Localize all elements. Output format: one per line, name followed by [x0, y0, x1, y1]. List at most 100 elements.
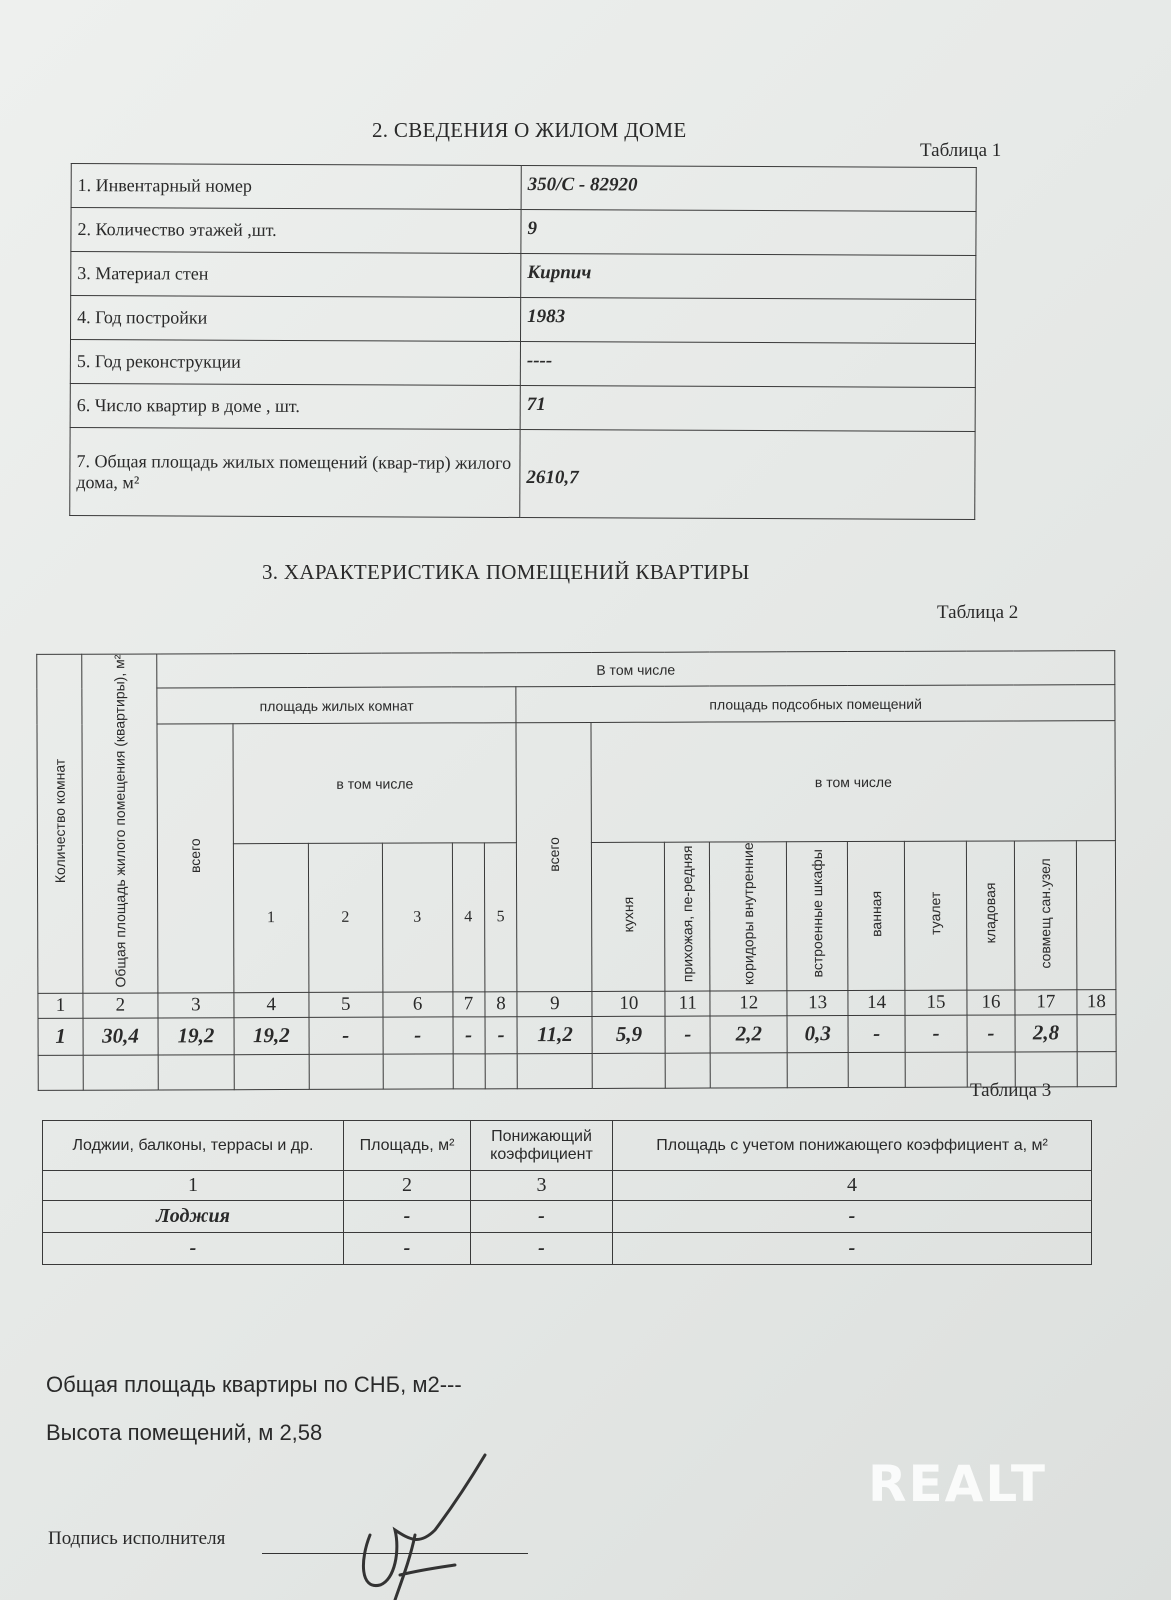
- row-value: Кирпич: [520, 253, 976, 300]
- column-number: 4: [233, 992, 309, 1018]
- header-aux-1: прихожая, пе-редняя: [664, 842, 711, 992]
- header-aux-6: кладовая: [966, 841, 1015, 991]
- signature-image: [361, 1453, 487, 1600]
- table1-row: 5. Год реконструкции ----: [70, 339, 976, 388]
- column-number: 18: [1076, 989, 1117, 1015]
- header-aux-0: кухня: [591, 842, 666, 992]
- signature-label: Подпись исполнителя: [48, 1528, 226, 1549]
- value-cell: -: [905, 1015, 968, 1053]
- row-value: 1983: [520, 297, 976, 344]
- value-cell: -: [42, 1232, 344, 1265]
- header-aux-7: совмещ сан.узел: [1014, 841, 1077, 990]
- room-height: Высота помещений, м 2,58: [46, 1420, 323, 1445]
- table1-row: 7. Общая площадь жилых помещений (квар-т…: [69, 427, 976, 520]
- column-number: 1: [37, 993, 83, 1019]
- empty-cell: [308, 1054, 383, 1090]
- value-cell: -: [848, 1015, 906, 1053]
- header-room-4: 4: [451, 843, 485, 992]
- column-number: 2: [82, 992, 158, 1019]
- header-living-area: площадь жилых комнат: [156, 686, 517, 724]
- table1-row: 4. Год постройки 1983: [70, 295, 976, 344]
- column-number: 2: [343, 1170, 471, 1201]
- empty-cell: [787, 1052, 849, 1088]
- total-area-snb: Общая площадь квартиры по СНБ, м2---: [46, 1372, 462, 1397]
- empty-cell: [905, 1052, 968, 1088]
- table3-header: Площадь, м²: [343, 1120, 471, 1171]
- empty-cell: [710, 1052, 788, 1088]
- column-number: 17: [1014, 989, 1077, 1015]
- column-number: 3: [470, 1170, 613, 1201]
- value-cell: -: [343, 1200, 471, 1233]
- value-cell: 2,8: [1014, 1014, 1078, 1052]
- header-aux-8: [1076, 840, 1116, 990]
- header-total-area: Общая площадь жилого помещения (квартиры…: [81, 653, 158, 994]
- header-aux-5: туалет: [904, 841, 967, 991]
- header-aux-4: ванная: [847, 841, 905, 991]
- table1-row: 6. Число квартир в доме , шт. 71: [70, 383, 976, 432]
- column-number: 13: [787, 990, 849, 1016]
- empty-cell: [1077, 1051, 1117, 1087]
- table3-header: Площадь с учетом понижающего коэффициент…: [612, 1120, 1092, 1171]
- value-cell: 30,4: [82, 1017, 159, 1056]
- header-living-total: всего: [156, 723, 234, 993]
- column-number: 9: [517, 991, 593, 1017]
- header-room-5: 5: [483, 843, 518, 992]
- header-aux-incl: в том числе: [591, 720, 1116, 843]
- table2: Количество комнат Общая площадь жилого п…: [36, 650, 1117, 1091]
- empty-cell: [233, 1054, 310, 1090]
- empty-cell: [158, 1054, 235, 1090]
- table1-caption: Таблица 1: [920, 140, 1002, 161]
- section2-title: 2. СВЕДЕНИЯ О ЖИЛОМ ДОМЕ: [372, 118, 687, 142]
- value-cell: -: [452, 1016, 485, 1054]
- value-cell: -: [484, 1016, 518, 1054]
- row-value: 2610,7: [519, 429, 976, 520]
- row-value: 9: [520, 209, 977, 256]
- row-label: 2. Количество этажей ,шт.: [70, 207, 522, 254]
- column-number: 6: [382, 991, 453, 1018]
- header-living-incl: в том числе: [232, 722, 517, 845]
- empty-cell: [38, 1055, 84, 1091]
- section3-title: 3. ХАРАКТЕРИСТИКА ПОМЕЩЕНИЙ КВАРТИРЫ: [262, 560, 750, 584]
- row-label: 4. Год постройки: [70, 295, 521, 342]
- empty-cell: [484, 1053, 518, 1089]
- table3-row: ----: [42, 1232, 1092, 1265]
- table3-row: Лоджия - - -: [42, 1200, 1092, 1233]
- table1-row: 1. Инвентарный номер 350/С - 82920: [71, 163, 977, 212]
- table3-header: Понижающий коэффициент: [470, 1120, 613, 1171]
- value-cell: -: [343, 1232, 471, 1265]
- value-cell: 19,2: [233, 1017, 309, 1055]
- value-cell: -: [382, 1016, 453, 1055]
- row-value: 350/С - 82920: [521, 165, 977, 212]
- signature-line: [262, 1553, 528, 1554]
- column-number: 14: [848, 990, 906, 1016]
- column-number: 15: [904, 990, 968, 1016]
- empty-cell: [592, 1053, 666, 1089]
- column-number: 4: [612, 1170, 1092, 1201]
- column-number: 8: [484, 991, 518, 1017]
- table3-caption: Таблица 3: [970, 1080, 1052, 1101]
- row-label: 7. Общая площадь жилых помещений (квар-т…: [69, 427, 521, 518]
- value-cell: 19,2: [157, 1017, 234, 1055]
- column-number: 3: [157, 992, 234, 1018]
- header-rooms-count: Количество комнат: [36, 654, 83, 994]
- column-number: 12: [710, 990, 788, 1016]
- table1-row: 3. Материал стен Кирпич: [70, 251, 976, 300]
- value-cell: -: [308, 1017, 383, 1055]
- empty-cell: [382, 1053, 453, 1090]
- row-label: 5. Год реконструкции: [70, 339, 521, 386]
- empty-cell: [452, 1053, 485, 1089]
- row-value: 71: [520, 385, 976, 432]
- value-cell: -: [612, 1232, 1092, 1265]
- header-room-1: 1: [233, 843, 309, 993]
- table3-header: Лоджии, балконы, террасы и др.: [42, 1120, 344, 1171]
- header-room-3: 3: [382, 843, 453, 993]
- table1-row: 2. Количество этажей ,шт. 9: [70, 207, 977, 256]
- row-value: ----: [520, 341, 976, 388]
- value-cell: -: [612, 1200, 1092, 1233]
- header-aux-2: коридоры внутренние: [709, 842, 788, 991]
- header-aux-area: площадь подсобных помещений: [516, 684, 1115, 723]
- column-number: 16: [966, 989, 1015, 1016]
- value-cell: 1: [38, 1018, 84, 1056]
- realt-watermark-logo: REALT: [868, 1455, 1048, 1513]
- row-label: 3. Материал стен: [70, 251, 521, 298]
